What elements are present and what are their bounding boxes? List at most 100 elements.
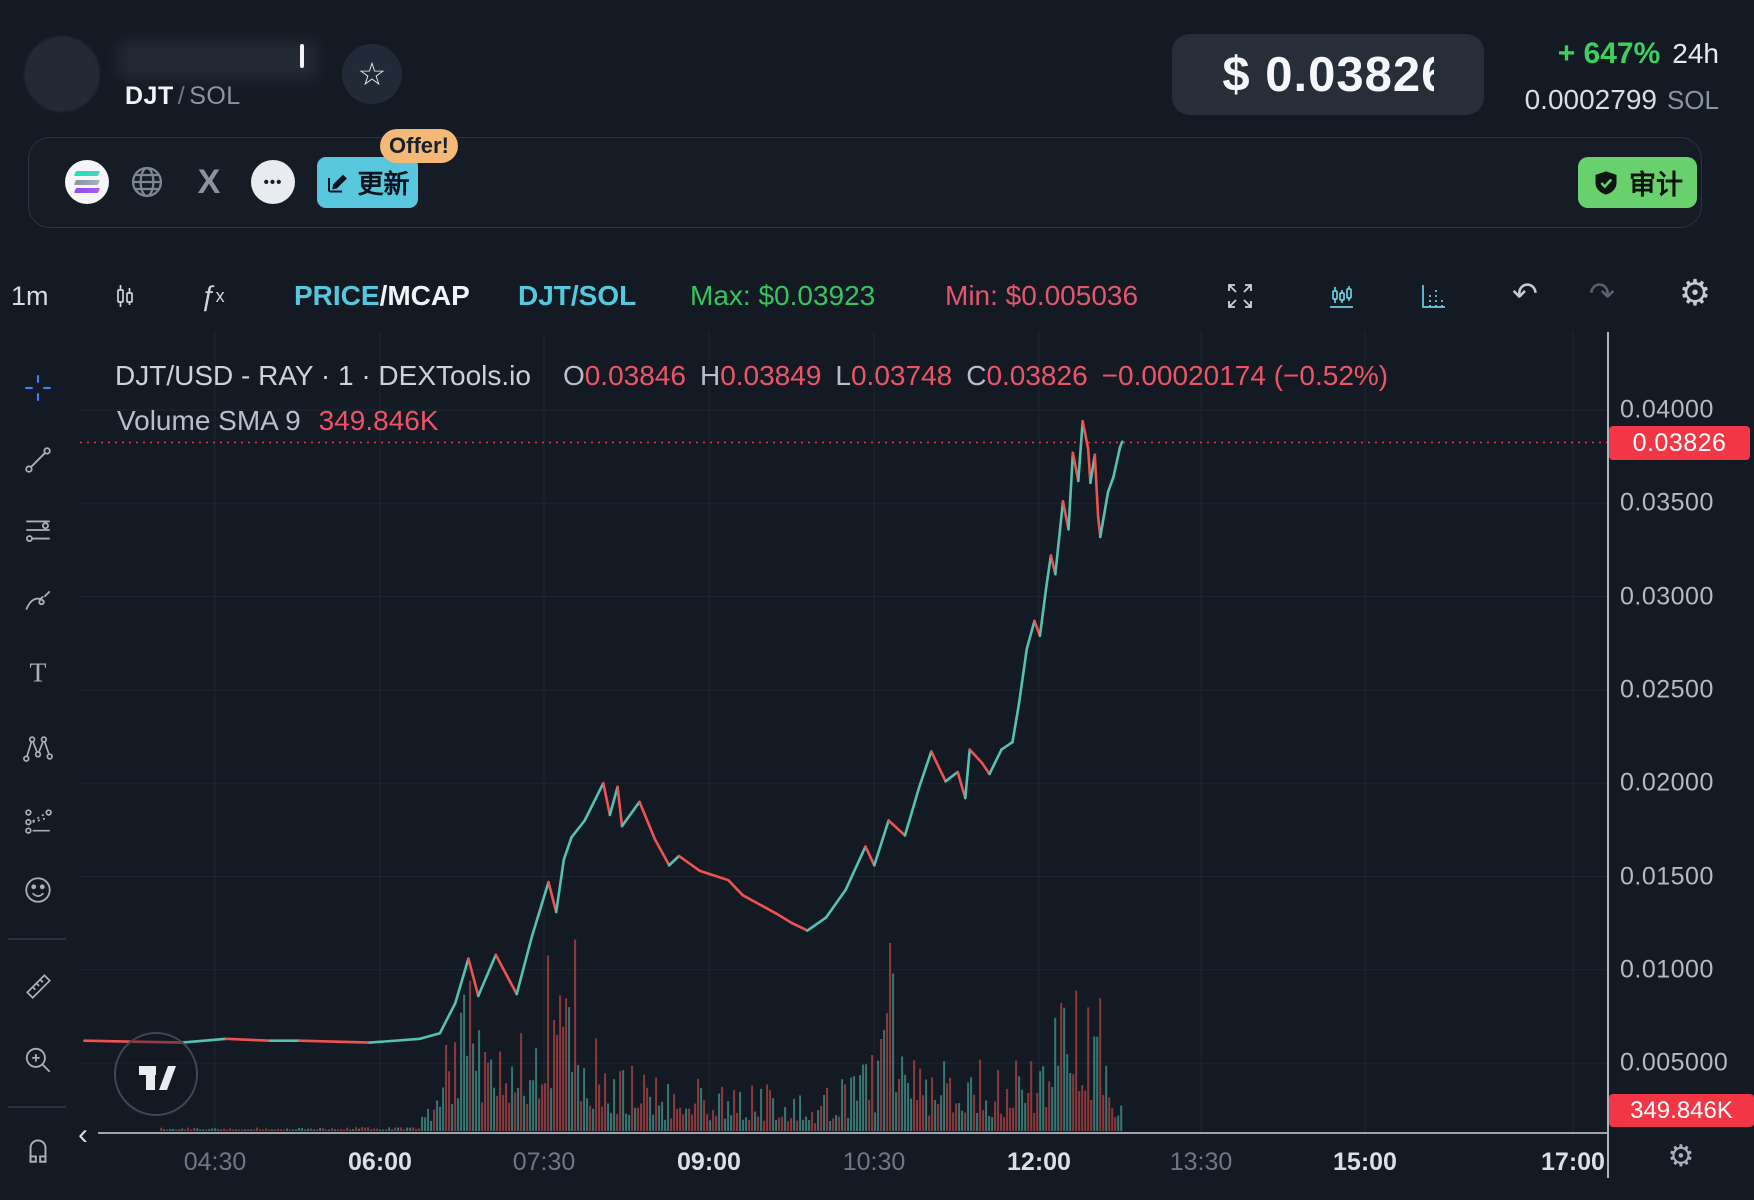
indicator-candles-button[interactable] [1326,281,1356,311]
volume-bars [160,939,1123,1131]
timezone-settings-gear-icon[interactable]: ⚙ [1667,1139,1695,1174]
toolbar-divider [8,1106,66,1108]
time-axis-label: 04:30 [183,1148,247,1176]
price-usd: $ 0.0382 [1222,47,1422,102]
xabcd-pattern-tool[interactable] [22,732,54,764]
ohlc-legend[interactable]: DJT/USD - RAY · 1 · DEXTools.io O 0.03846… [115,360,1388,392]
token-avatar[interactable] [24,36,100,112]
session-max-label: Max: $0.03923 [690,280,876,311]
audit-button[interactable]: 审计 [1578,157,1697,208]
scroll-left-chevron[interactable]: ‹ [78,1118,88,1151]
indicator-volume-button[interactable] [1418,281,1448,311]
price-axis-separator [1607,332,1609,1178]
favorite-button[interactable]: ☆ [342,44,402,104]
current-price-value: 0.03826 [1632,428,1727,457]
high-value: 0.03849 [720,360,822,391]
price-mcap-toggle[interactable]: PRICE/MCAP [294,268,470,324]
current-price-tag: 0.03826 [1609,426,1750,460]
tradingview-logo[interactable] [114,1032,198,1116]
edit-icon [328,174,348,192]
volume-legend[interactable]: Volume SMA 9 349.846K [117,405,439,437]
chart-gridlines [80,332,1607,1133]
interval-selector[interactable]: 1m [11,280,49,311]
time-axis-label: 10:30 [842,1148,906,1176]
chart-settings-gear-icon[interactable]: ⚙ [1678,273,1712,314]
magnet-tool[interactable] [22,1134,54,1166]
legend-title: DJT/USD - RAY · 1 · DEXTools.io [115,360,531,391]
fib-retracement-tool[interactable] [22,514,54,546]
price-sol: 0.0002799 [1524,84,1657,115]
time-axis-label: 07:30 [512,1148,576,1176]
redo-button[interactable]: ↷ [1589,276,1615,312]
pair-title: DJT / SOL [125,82,241,111]
emoji-tool[interactable] [22,874,54,906]
pair-separator: / [177,82,186,110]
star-icon: ☆ [357,55,387,93]
change-percent: + 647% [1557,37,1661,70]
close-label: C [966,360,987,391]
change-period: 24h [1672,38,1719,69]
solana-chain-icon[interactable] [65,160,109,204]
volume-sma-label: Volume SMA 9 [117,405,301,436]
trend-line-tool[interactable] [22,444,54,476]
price-axis-label: 0.02500 [1620,675,1714,704]
pair-base: DJT [125,82,174,110]
undo-button[interactable]: ↶ [1512,276,1538,312]
mcap-toggle-label: /MCAP [379,280,470,311]
fx-f-glyph: ƒ [200,280,216,311]
time-axis-label: 17:00 [1541,1148,1605,1176]
offer-badge: Offer! [380,129,458,163]
tradingview-logo-mark [139,1066,176,1090]
price-sol-unit: SOL [1666,85,1719,115]
price-axis-label: 0.01000 [1620,955,1714,984]
more-links-button[interactable]: ••• [251,160,295,204]
crosshair-tool[interactable] [22,372,54,404]
low-value: 0.03748 [850,360,953,391]
fx-x-glyph: x [215,285,225,306]
time-axis-label: 06:00 [348,1148,412,1176]
fullscreen-button[interactable] [1225,281,1255,311]
pair-quote: SOL [189,82,241,110]
volume-axis-tag: 349.846K [1609,1094,1754,1127]
time-axis-label: 13:30 [1169,1148,1233,1176]
volume-axis-value: 349.846K [1630,1096,1733,1124]
time-axis-label: 12:00 [1007,1148,1071,1176]
chart-bottom-scrollbar[interactable] [98,1132,1607,1134]
price-sol-display: 0.0002799 SOL [1525,84,1719,116]
brush-tool[interactable] [22,585,54,617]
pair-link[interactable]: DJT/SOL [518,280,637,311]
svg-text:T: T [30,657,47,688]
offer-badge-label: Offer! [389,133,449,158]
price-chart-canvas[interactable] [0,330,1754,1200]
price-axis-label: 0.04000 [1620,395,1714,424]
twitter-x-icon[interactable]: X [187,160,231,204]
token-name-redacted [118,40,318,80]
session-min-label: Min: $0.005036 [945,280,1139,311]
globe-icon [131,166,163,198]
x-glyph: X [197,162,221,201]
chart-style-candles-button[interactable] [110,281,140,311]
price-axis-label: 0.01500 [1620,862,1714,890]
ruler-tool[interactable] [22,970,54,1002]
ellipsis-icon: ••• [263,173,283,191]
time-axis-label: 09:00 [677,1148,741,1176]
price-usd-display: $ 0.03826 [1172,34,1484,115]
price-axis-label: 0.005000 [1620,1048,1729,1077]
change-value: −0.00020174 (−0.52%) [1101,360,1389,391]
zoom-in-tool[interactable] [22,1044,54,1076]
price-axis-label: 0.03000 [1620,582,1714,611]
update-button[interactable]: 更新 [317,157,418,208]
name-cursor-artifact [300,44,304,68]
price-toggle-label: PRICE [294,280,380,311]
time-axis-label: 15:00 [1333,1148,1397,1176]
toolbar-divider [8,938,66,940]
forecast-tool[interactable] [22,804,54,836]
website-icon[interactable] [125,160,169,204]
text-tool[interactable]: T [22,656,54,688]
open-value: 0.03846 [584,360,686,391]
price-axis-label: 0.02000 [1620,768,1714,797]
close-value: 0.03826 [986,360,1088,391]
